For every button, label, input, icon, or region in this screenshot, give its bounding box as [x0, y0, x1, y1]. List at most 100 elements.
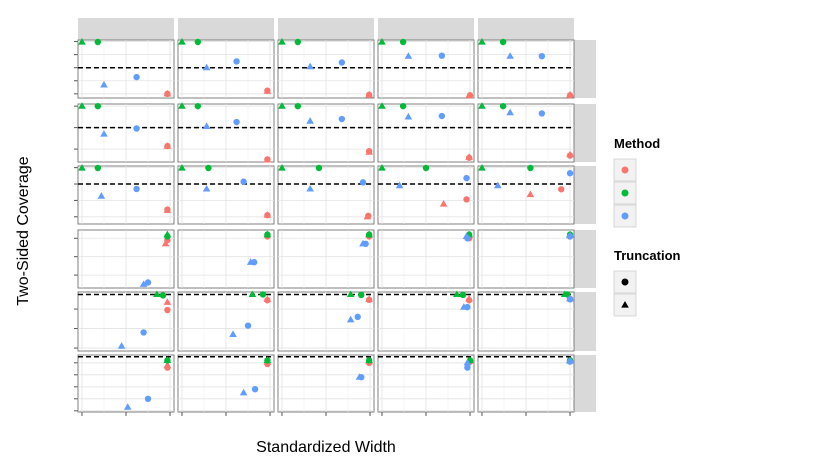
y-axis-label: Two-Sided Coverage: [15, 156, 32, 306]
stabilized-one-step-0.001-point: [239, 388, 248, 396]
stabilized-one-step-0.001-point: [346, 315, 355, 323]
stabilized-one-step-0.001-point: [506, 108, 514, 116]
panel-A3-500: [177, 354, 275, 416]
col-strip-2000: [378, 18, 474, 40]
col-strip-1000: [278, 18, 374, 40]
non-oracle-cv-tmle-0.001-point: [566, 150, 574, 158]
non-oracle-cv-tmle-0.001-point: [163, 206, 172, 213]
stabilized-one-step-0.1-point: [538, 110, 546, 117]
oracle-cv-tmle-0.001-point: [278, 38, 286, 45]
non-oracle-cv-tmle-0.001-point: [465, 294, 473, 302]
stabilized-one-step-0.1-point: [244, 322, 252, 329]
panel-N3-2000: [377, 164, 475, 225]
stabilized-one-step-0.1-point: [233, 118, 240, 126]
stabilized-one-step-0.001-point: [566, 294, 574, 301]
oracle-cv-tmle-0.001-point: [248, 290, 257, 298]
panel-N3-500: [177, 164, 275, 225]
oracle-cv-tmle-0.001-point: [560, 290, 569, 298]
panel-A2-4000: [477, 290, 575, 352]
panel-N3-4000: [477, 164, 575, 225]
panel-A1-4000: [477, 229, 575, 289]
panel-N1-250: [77, 38, 175, 99]
oracle-cv-tmle-0.001-point: [365, 356, 373, 363]
stabilized-one-step-0.001-point: [404, 112, 413, 120]
oracle-cv-tmle-0.1-point: [294, 102, 302, 110]
stabilized-one-step-0.001-point: [100, 80, 108, 88]
stabilized-one-step-0.001-point: [395, 181, 404, 189]
oracle-cv-tmle-0.001-point: [478, 38, 486, 45]
oracle-cv-tmle-0.1-point: [94, 38, 102, 46]
oracle-cv-tmle-0.1-point: [94, 102, 102, 110]
panel-N2-4000: [477, 102, 575, 163]
stabilized-one-step-0.001-point: [494, 181, 502, 189]
oracle-cv-tmle-0.001-point: [346, 290, 355, 298]
oracle-cv-tmle-0.1-point: [422, 164, 430, 172]
oracle-cv-tmle-0.001-point: [263, 230, 272, 238]
oracle-cv-tmle-0.1-point: [459, 291, 467, 299]
oracle-cv-tmle-0.001-point: [478, 102, 486, 109]
facet-grid: [74, 18, 596, 416]
oracle-cv-tmle-0.001-point: [78, 102, 86, 109]
panel-A2-1000: [277, 290, 375, 352]
oracle-cv-tmle-0.1-point: [205, 164, 212, 172]
oracle-cv-tmle-0.001-point: [178, 164, 186, 171]
panel-A3-250: [77, 354, 175, 416]
non-oracle-cv-tmle-0.001-point: [363, 212, 372, 220]
stabilized-one-step-0.1-point: [140, 329, 147, 336]
non-oracle-cv-tmle-0.1-point: [164, 306, 171, 314]
legend-method-title: Method: [614, 136, 660, 151]
non-oracle-cv-tmle-0.001-point: [263, 155, 272, 163]
panel-N1-1000: [277, 38, 375, 99]
stabilized-one-step-0.1-point: [354, 313, 361, 321]
oracle-cv-tmle-0.001-point: [163, 230, 172, 238]
stabilized-one-step-0.001-point: [202, 122, 211, 129]
panel-A3-2000: [377, 354, 475, 416]
stabilized-one-step-0.001-point: [229, 330, 237, 338]
stabilized-one-step-0.1-point: [133, 73, 140, 81]
stabilized-one-step-0.001-point: [463, 358, 472, 366]
panel-A1-250: [77, 229, 175, 289]
stabilized-one-step-0.1-point: [240, 178, 247, 185]
legend-truncation-title: Truncation: [614, 248, 681, 263]
stabilized-one-step-0.001-point: [202, 184, 211, 192]
stabilized-one-step-0.1-point: [144, 395, 152, 402]
stabilized-one-step-0.001-point: [506, 52, 514, 59]
panel-N1-500: [177, 38, 275, 99]
legend-triangle-icon: [621, 301, 629, 308]
oracle-cv-tmle-0.1-point: [399, 38, 407, 46]
non-oracle-cv-tmle-0.001-point: [465, 153, 473, 160]
panel-A1-1000: [277, 229, 375, 289]
stabilized-one-step-0.001-point: [566, 357, 574, 364]
row-strip-A3: [574, 355, 596, 412]
stabilized-one-step-0.1-point: [338, 59, 346, 66]
oracle-cv-tmle-0.001-point: [378, 164, 386, 171]
legend-method-swatch: [621, 166, 629, 174]
oracle-cv-tmle-0.001-point: [278, 164, 286, 171]
stabilized-one-step-0.001-point: [246, 258, 255, 265]
non-oracle-cv-tmle-0.001-point: [263, 87, 272, 94]
panel-A1-2000: [377, 229, 475, 289]
non-oracle-cv-tmle-0.001-point: [263, 295, 272, 302]
oracle-cv-tmle-0.1-point: [499, 38, 507, 46]
stabilized-one-step-0.001-point: [306, 117, 314, 124]
non-oracle-cv-tmle-0.1-point: [558, 186, 565, 193]
stabilized-one-step-0.001-point: [306, 62, 314, 70]
legend-method-swatch: [621, 189, 629, 197]
oracle-cv-tmle-0.1-point: [315, 164, 323, 172]
non-oracle-cv-tmle-0.001-point: [365, 90, 373, 98]
panel-N1-4000: [477, 38, 575, 99]
axis-labels: Standardized Width Two-Sided Coverage: [15, 156, 396, 456]
stabilized-one-step-0.001-point: [306, 184, 314, 192]
panel-A2-500: [177, 290, 275, 352]
panel-A1-500: [177, 229, 275, 289]
stabilized-one-step-0.1-point: [438, 112, 446, 120]
oracle-cv-tmle-0.001-point: [365, 230, 373, 238]
stabilized-one-step-0.1-point: [463, 174, 470, 182]
panel-A3-4000: [477, 354, 575, 416]
panel-A2-250: [77, 290, 175, 352]
oracle-cv-tmle-0.1-point: [499, 102, 507, 110]
stabilized-one-step-0.001-point: [123, 403, 132, 410]
non-oracle-cv-tmle-0.001-point: [526, 190, 535, 198]
non-oracle-cv-tmle-0.001-point: [161, 239, 170, 247]
oracle-cv-tmle-0.001-point: [153, 290, 161, 298]
